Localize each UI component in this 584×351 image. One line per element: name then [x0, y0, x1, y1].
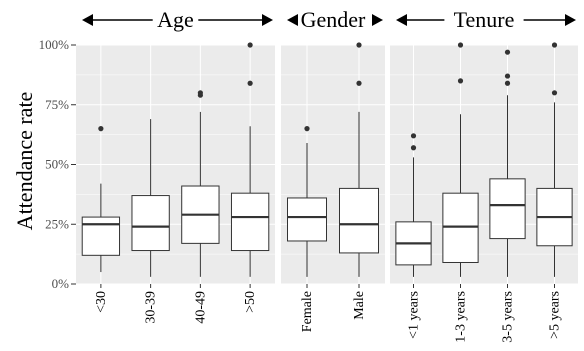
x-tick-label: 3-5 years [501, 291, 516, 343]
y-tick-label: 0% [52, 276, 70, 291]
facet-header-age: Age [82, 7, 273, 32]
box [287, 197, 327, 242]
outlier-point [304, 126, 310, 132]
outlier-point [410, 133, 417, 139]
outlier-point [356, 42, 362, 48]
arrowhead-left [396, 14, 407, 26]
arrowhead-right [262, 14, 273, 26]
facet-header-gender: Gender [287, 7, 383, 32]
y-tick-label: 50% [45, 157, 69, 172]
facet-panel-age: <30 30-39 40-49 >50 [76, 42, 275, 324]
outlier-point [551, 42, 558, 48]
boxplot-1-3-years [442, 42, 479, 277]
boxplot-female [287, 126, 327, 277]
arrowhead-right [372, 14, 383, 26]
box [131, 195, 170, 252]
facet-label: Age [157, 7, 194, 32]
x-tick-label: <30 [94, 291, 109, 313]
box [489, 178, 526, 240]
facet-header-tenure: Tenure [396, 7, 576, 32]
outlier-point [504, 73, 511, 79]
y-axis-title: Attendance rate [12, 92, 37, 231]
box [339, 187, 379, 254]
boxplot--1-years [395, 133, 432, 277]
boxplot-40-49 [181, 90, 220, 277]
boxplot--30 [81, 126, 121, 273]
boxplot-male [339, 42, 379, 277]
outlier-point [457, 42, 464, 48]
y-tick-label: 25% [45, 216, 69, 231]
y-axis: 0% 25% 50% 75% 100% [39, 37, 76, 291]
box [230, 192, 270, 252]
outlier-point [410, 145, 417, 151]
x-tick-label: <1 years [407, 291, 422, 339]
outlier-point [504, 80, 511, 86]
x-tick-label: >50 [243, 291, 258, 313]
x-tick-label: 1-3 years [454, 291, 469, 343]
boxplot--5-years [536, 42, 573, 277]
facet-headers: Age Gender Tenure [82, 7, 576, 32]
arrowhead-left [82, 14, 93, 26]
x-tick-label: >5 years [548, 291, 563, 339]
arrowhead-left [287, 14, 298, 26]
x-tick-label: Female [300, 291, 315, 332]
outlier-point [356, 80, 362, 86]
panels: <30 30-39 40-49 >50 Female Male <1 years 1-3 ye… [76, 42, 578, 343]
x-tick-label: Male [352, 291, 367, 320]
box [81, 216, 121, 256]
outlier-point [247, 80, 253, 86]
boxplot-30-39 [131, 119, 170, 277]
facet-panel-tenure: <1 years 1-3 years 3-5 years >5 years [390, 42, 578, 343]
outlier-point [197, 90, 203, 96]
outlier-point [504, 49, 511, 55]
box [442, 192, 479, 263]
facet-label: Tenure [454, 7, 515, 32]
arrowhead-right [565, 14, 576, 26]
y-tick-label: 75% [45, 97, 69, 112]
outlier-point [551, 90, 558, 96]
y-tick-label: 100% [39, 37, 70, 52]
boxplot-3-5-years [489, 49, 526, 277]
outlier-point [457, 78, 464, 84]
outlier-point [98, 126, 104, 132]
x-tick-label: 40-49 [193, 291, 208, 324]
outlier-point [247, 42, 253, 48]
x-tick-label: 30-39 [144, 291, 159, 324]
boxplot--50 [230, 42, 270, 277]
facet-label: Gender [301, 7, 366, 32]
facet-panel-gender: Female Male [281, 42, 385, 332]
